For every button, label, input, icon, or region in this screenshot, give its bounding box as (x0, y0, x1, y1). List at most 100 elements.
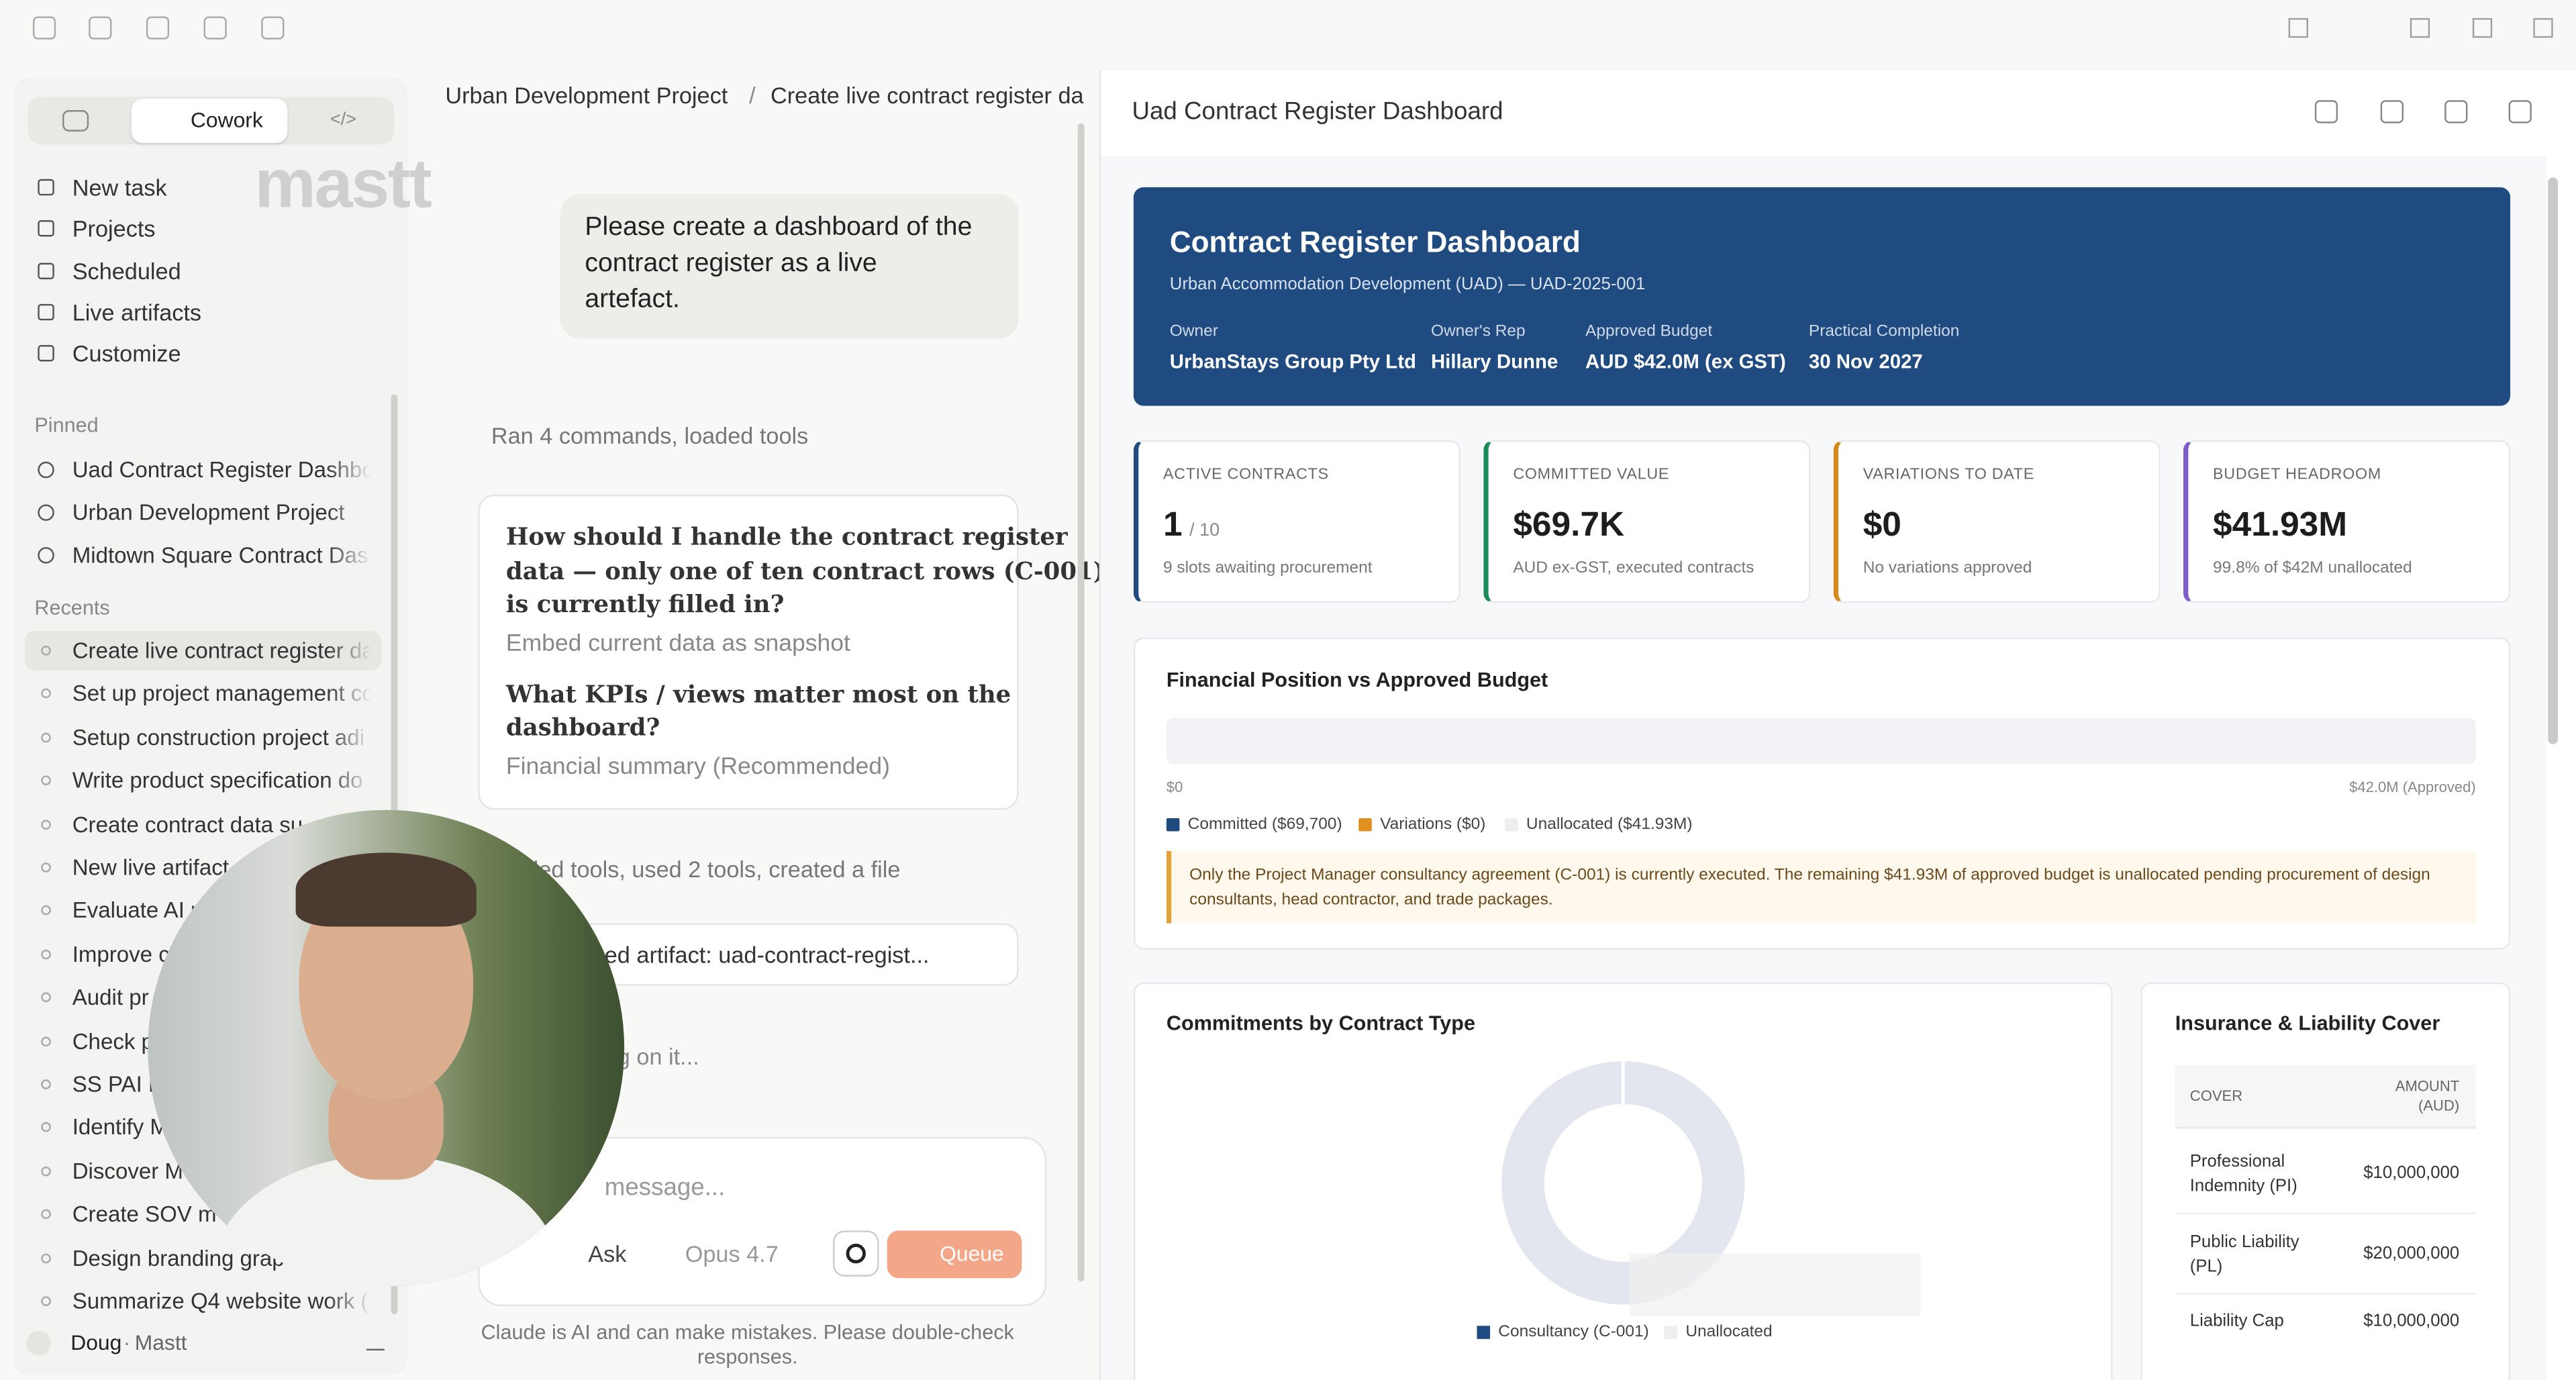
artifact-action[interactable] (2508, 100, 2532, 124)
legend-swatch (1664, 1326, 1678, 1339)
row-divider (2175, 1212, 2476, 1214)
mode-select[interactable]: Ask (588, 1240, 627, 1267)
recent-item[interactable]: Evaluate AI r (72, 898, 199, 924)
recent-dot (41, 1036, 51, 1046)
answer: Financial summary (Recommended) (505, 753, 890, 780)
nav-item[interactable]: Live artifacts (72, 299, 202, 326)
pinned-item[interactable]: Urban Development Project (72, 500, 345, 526)
recent-dot (41, 1209, 51, 1220)
window-icon[interactable] (2410, 17, 2430, 38)
table-cell: $20,000,000 (2363, 1243, 2460, 1264)
header-title: Contract Register Dashboard (1169, 226, 1581, 259)
chat-scroll (1077, 123, 1085, 1282)
kpi-card (2183, 440, 2511, 603)
field-value: UrbanStays Group Pty Ltd (1169, 350, 1416, 373)
recent-item[interactable]: Summarize Q4 website work ( (72, 1289, 368, 1314)
legend-swatch (1477, 1326, 1491, 1339)
toolbar-icon[interactable] (203, 16, 227, 40)
recent-item[interactable]: Discover M (72, 1159, 183, 1184)
artifact-action[interactable] (2314, 100, 2338, 124)
nav-item[interactable]: New task (72, 174, 167, 201)
kpi-note: 99.8% of $42M unallocated (2213, 559, 2412, 578)
recent-item[interactable]: Improve c (72, 942, 170, 967)
recent-item[interactable]: Create contract data su (72, 811, 303, 837)
record-dot (846, 1243, 866, 1264)
toolbar-icon[interactable] (261, 16, 285, 40)
tab-active[interactable] (131, 98, 288, 143)
nav-icon (38, 262, 54, 280)
recent-dot (41, 905, 51, 916)
legend-item: Unallocated ($41.93M) (1526, 816, 1693, 834)
queue-button[interactable] (887, 1230, 1022, 1279)
axis-label: $0 (1166, 779, 1183, 795)
recent-dot (41, 1122, 51, 1133)
header-subtitle: Urban Accommodation Development (UAD) — … (1169, 274, 1646, 295)
user-message: artefact. (585, 285, 680, 314)
recent-dot (41, 949, 51, 959)
kpi-value: 1 (1162, 505, 1183, 544)
card-title: Financial Position vs Approved Budget (1166, 669, 1548, 692)
nav-item[interactable]: Projects (72, 215, 156, 242)
toolbar-icon[interactable] (89, 16, 112, 40)
user-sep: · (123, 1330, 131, 1355)
tab-code: </> (330, 109, 356, 130)
field-value: 30 Nov 2027 (1808, 350, 1923, 373)
status[interactable]: Ran 4 commands, loaded tools (491, 422, 809, 449)
field-value: AUD $42.0M (ex GST) (1585, 350, 1786, 373)
artifact-action[interactable] (2380, 100, 2404, 124)
nav-icon (38, 179, 54, 196)
user-name: Doug (70, 1330, 122, 1355)
nav-item[interactable]: Scheduled (72, 258, 181, 285)
tab-chat[interactable] (62, 109, 89, 132)
kpi-label: BUDGET HEADROOM (2213, 465, 2381, 484)
recent-item[interactable]: Setup construction project adi (72, 725, 365, 750)
status[interactable]: ded tools, used 2 tools, created a file (526, 856, 901, 883)
recent-item[interactable]: Identify M (72, 1115, 168, 1140)
kpi-card (1833, 440, 2161, 603)
recent-dot (41, 689, 51, 699)
toolbar-icon[interactable] (146, 16, 170, 40)
window-icon[interactable] (2533, 17, 2553, 38)
breadcrumb: Urban Development Project (445, 82, 728, 109)
recent-item[interactable]: Create live contract register da (72, 638, 372, 663)
legend-swatch (1505, 818, 1518, 832)
card-title: Insurance & Liability Cover (2175, 1012, 2440, 1036)
user-org: Mastt (134, 1330, 187, 1355)
model-select[interactable]: Opus 4.7 (685, 1240, 779, 1267)
header-card (1133, 187, 2511, 406)
artifact-link: ed artifact: uad-contract-regist... (604, 941, 930, 968)
input-placeholder[interactable]: message... (604, 1173, 726, 1202)
field-label: Owner (1169, 322, 1218, 341)
recent-item[interactable]: Audit pr (72, 985, 149, 1010)
recent-item[interactable]: Create SOV m (72, 1201, 217, 1227)
nav-item[interactable]: Customize (72, 340, 181, 366)
question-card (478, 494, 1019, 810)
question: What KPIs / views matter most on the (505, 680, 1011, 708)
recent-item[interactable]: Check p (72, 1028, 154, 1054)
recent-dot (41, 775, 51, 786)
field-label: Owner's Rep (1430, 322, 1526, 341)
watermark: mastt (254, 144, 432, 222)
kpi-note: 9 slots awaiting procurement (1162, 559, 1373, 578)
answer: Embed current data as snapshot (505, 630, 850, 656)
tooltip-shadow (1630, 1253, 1921, 1316)
recent-item[interactable]: Set up project management co (72, 681, 372, 707)
webcam (148, 809, 625, 1287)
recent-item[interactable]: Write product specification do (72, 768, 363, 793)
recent-dot (41, 992, 51, 1003)
table-cell: Professional (2189, 1150, 2285, 1171)
table-header (2175, 1065, 2476, 1129)
window-icon[interactable] (2288, 17, 2309, 38)
artifact-action[interactable] (2444, 100, 2468, 124)
nav-icon (38, 219, 54, 237)
pinned-item[interactable]: Midtown Square Contract Das (72, 542, 368, 568)
artifact-title: Uad Contract Register Dashboard (1132, 97, 1503, 126)
question: How should I handle the contract registe… (505, 523, 1068, 552)
toolbar-icon[interactable] (32, 16, 56, 40)
recent-dot (41, 645, 51, 656)
window-icon[interactable] (2472, 17, 2493, 38)
pinned-item[interactable]: Uad Contract Register Dashbo (72, 457, 372, 483)
recent-item[interactable]: New live artifact (72, 855, 229, 880)
kpi-card (1483, 440, 1811, 603)
